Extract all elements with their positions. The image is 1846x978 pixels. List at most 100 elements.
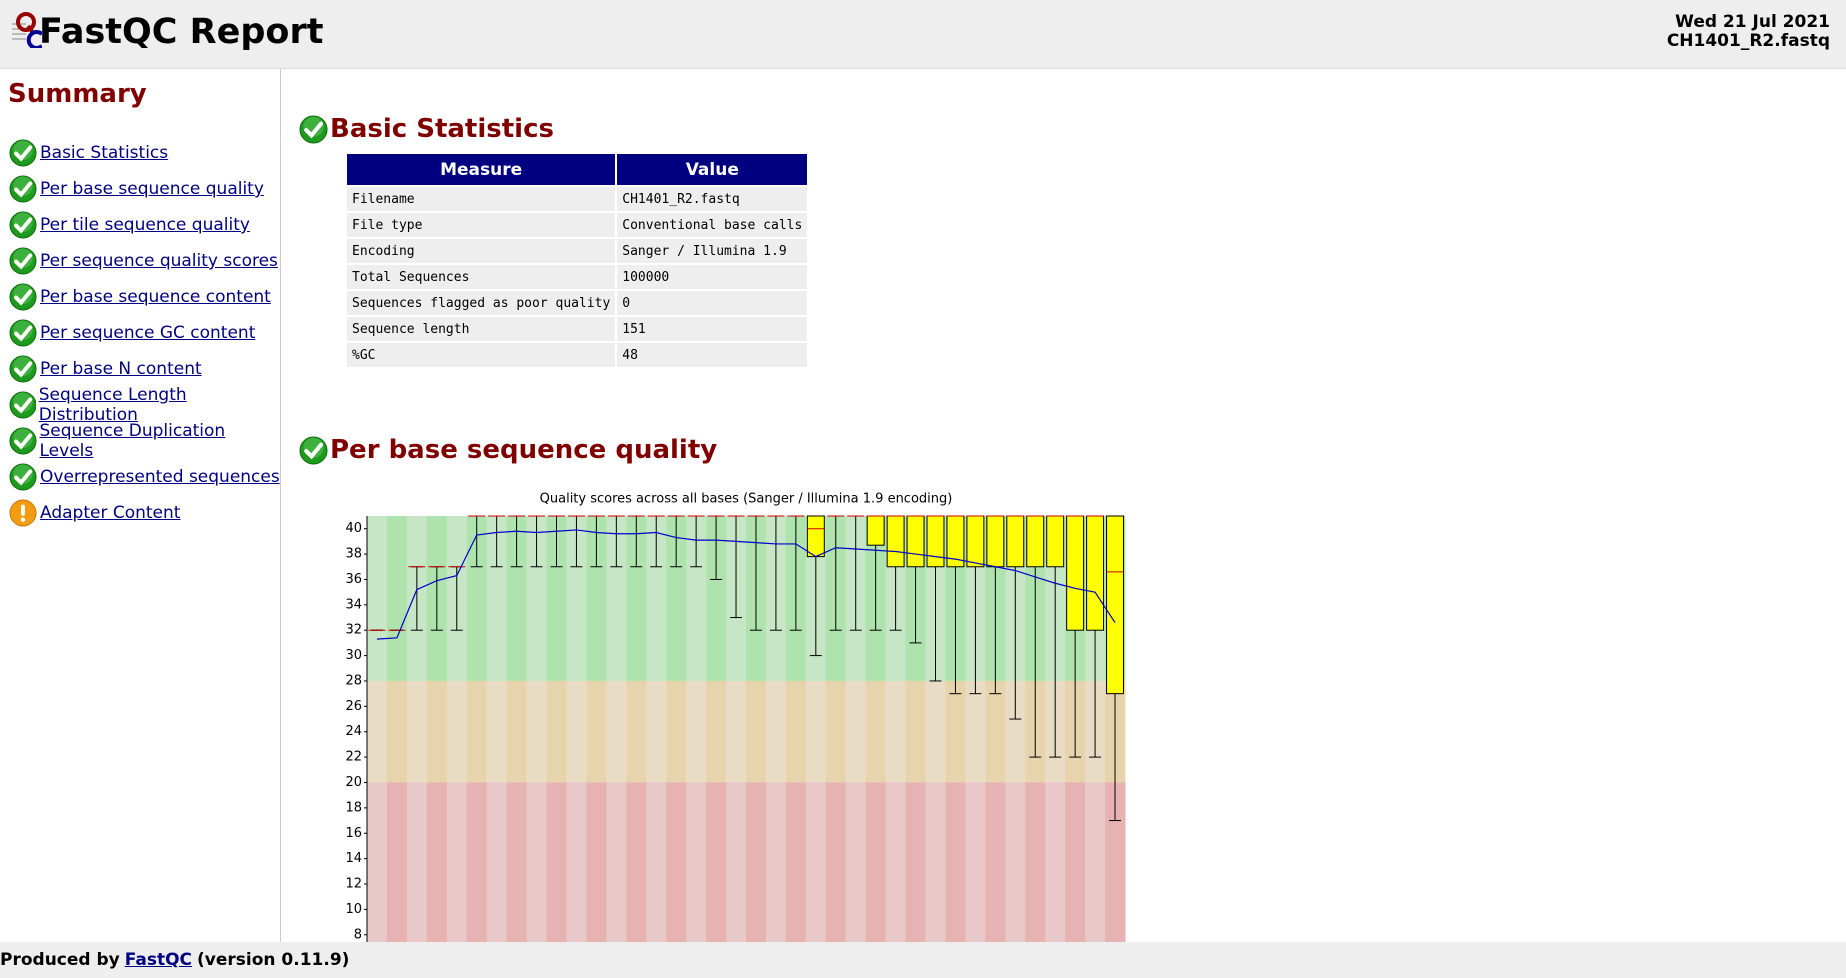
summary-title: Summary: [8, 79, 147, 109]
table-cell: Sequence length: [347, 317, 616, 341]
sidebar: Summary Basic Statistics Per base sequenc…: [0, 69, 281, 942]
summary-item: Per base sequence content: [9, 282, 271, 312]
quality-zone: [965, 782, 986, 942]
mean-line: [376, 529, 1116, 640]
quality-zone: [785, 680, 807, 783]
summary-item: Adapter Content: [9, 498, 180, 528]
quality-zone: [466, 782, 488, 942]
report-title: FastQC Report: [39, 12, 324, 52]
column-header: Value: [617, 154, 808, 185]
quality-zone: [845, 680, 867, 783]
summary-link[interactable]: Adapter Content: [40, 503, 181, 523]
table-cell: Total Sequences: [347, 265, 616, 289]
summary-item: Per base sequence quality: [9, 174, 264, 204]
y-tick-label: 38: [345, 547, 362, 562]
box: [1046, 515, 1065, 568]
header: FastQC Report Wed 21 Jul 2021 CH1401_R2.…: [0, 0, 1846, 69]
y-tick-label: 12: [345, 877, 362, 892]
quality-zone: [586, 516, 607, 681]
table-row: Total Sequences 100000: [347, 265, 808, 289]
quality-zone: [925, 782, 946, 942]
quality-zone: [746, 782, 767, 942]
quality-zone: [985, 782, 1006, 942]
y-tick-label: 10: [345, 902, 362, 917]
quality-zone: [965, 680, 986, 783]
quality-zone: [486, 680, 508, 783]
footer: Produced by FastQC (version 0.11.9): [0, 942, 1846, 978]
quality-zone: [506, 516, 528, 681]
quality-zone: [865, 680, 887, 783]
summary-item: Per sequence GC content: [9, 318, 255, 348]
summary-link[interactable]: Sequence Length Distribution: [38, 385, 187, 425]
summary-link[interactable]: Per tile sequence quality: [40, 215, 250, 235]
report-date: Wed 21 Jul 2021: [1675, 12, 1830, 32]
box: [806, 515, 825, 558]
quality-zone: [686, 516, 707, 681]
quality-zone: [446, 782, 468, 942]
y-tick-label: 20: [345, 775, 362, 790]
quality-chart: Quality scores across all bases (Sanger …: [345, 492, 1126, 942]
quality-zone: [606, 680, 627, 783]
box: [886, 515, 905, 568]
quality-zone: [367, 516, 388, 681]
quality-zone: [706, 782, 727, 942]
quality-zone: [426, 782, 448, 942]
quality-zone: [905, 782, 927, 942]
summary-link[interactable]: Per base sequence quality: [40, 179, 264, 199]
summary-link[interactable]: Per base sequence content: [40, 287, 271, 307]
quality-zone: [1025, 782, 1046, 942]
quality-zone: [686, 680, 707, 783]
quality-zone: [885, 782, 907, 942]
summary-item: Per tile sequence quality: [9, 210, 250, 240]
table-row: %GC 48: [347, 343, 808, 367]
section-heading: Basic Statistics: [299, 114, 554, 144]
section-title: Basic Statistics: [330, 114, 554, 144]
quality-zone: [546, 516, 567, 681]
table-row: Filename CH1401_R2.fastq: [347, 187, 808, 211]
quality-zone: [386, 782, 408, 942]
section-heading: Per base sequence quality: [299, 435, 717, 465]
logo: [12, 12, 42, 48]
table-row: Sequences flagged as poor quality 0: [347, 291, 808, 315]
quality-zone: [646, 516, 667, 681]
footer-text: Produced by: [0, 950, 120, 970]
quality-zone: [686, 782, 707, 942]
quality-zone: [626, 516, 647, 681]
summary-link[interactable]: Per sequence GC content: [40, 323, 256, 343]
summary-link[interactable]: Per base N content: [40, 359, 202, 379]
summary-link[interactable]: Overrepresented sequences: [40, 467, 280, 487]
footer-link[interactable]: FastQC: [124, 950, 193, 970]
box: [866, 515, 885, 546]
main-content: Quality scores across all bases (Sanger …: [282, 69, 1846, 942]
quality-zone: [905, 680, 927, 783]
y-tick-label: 36: [345, 572, 362, 587]
summary-link[interactable]: Per sequence quality scores: [40, 251, 278, 271]
quality-zone: [386, 516, 408, 681]
box: [1026, 515, 1045, 568]
summary-link[interactable]: Basic Statistics: [40, 143, 169, 163]
summary-item: Sequence Duplication Levels: [9, 421, 280, 461]
quality-zone: [646, 680, 667, 783]
y-tick-label: 40: [345, 521, 362, 536]
quality-zone: [586, 782, 607, 942]
table-cell: 48: [617, 343, 808, 367]
pass-icon: [9, 139, 37, 167]
quality-zone: [1005, 680, 1026, 783]
quality-zone: [586, 680, 607, 783]
quality-zone: [765, 782, 787, 942]
box: [1006, 515, 1025, 568]
y-tick-label: 28: [345, 673, 362, 688]
quality-zone: [706, 516, 727, 681]
table-cell: Conventional base calls: [617, 213, 808, 237]
quality-zone: [1085, 782, 1106, 942]
table-cell: %GC: [347, 343, 616, 367]
pass-icon: [9, 283, 37, 311]
quality-zone: [466, 516, 488, 681]
summary-link[interactable]: Sequence Duplication Levels: [39, 421, 226, 461]
summary-item: Sequence Length Distribution: [9, 385, 280, 425]
box: [1066, 515, 1085, 631]
quality-zone: [805, 680, 827, 783]
pass-icon: [9, 175, 37, 203]
warn-icon: [9, 499, 37, 527]
table-cell: File type: [347, 213, 616, 237]
